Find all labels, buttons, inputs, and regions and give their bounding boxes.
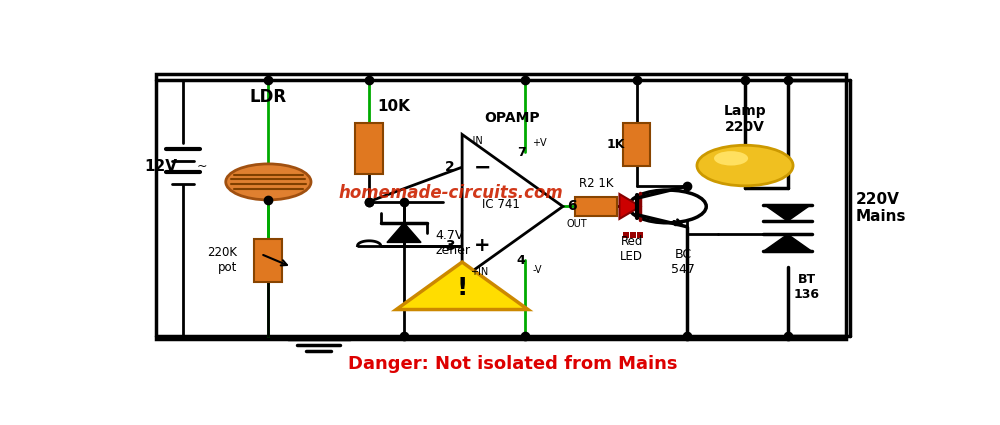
Text: R2 1K: R2 1K bbox=[579, 177, 613, 190]
Text: -IN: -IN bbox=[470, 136, 484, 146]
Text: OPAMP: OPAMP bbox=[485, 111, 540, 125]
Text: −: − bbox=[474, 157, 491, 177]
Polygon shape bbox=[462, 134, 563, 278]
Text: BC
547: BC 547 bbox=[671, 248, 695, 276]
Text: 2: 2 bbox=[445, 160, 454, 174]
FancyBboxPatch shape bbox=[630, 232, 636, 238]
Text: 1K: 1K bbox=[606, 138, 625, 151]
FancyBboxPatch shape bbox=[637, 232, 643, 238]
Polygon shape bbox=[764, 234, 811, 251]
Polygon shape bbox=[764, 205, 811, 221]
Circle shape bbox=[629, 190, 706, 223]
Text: 220K
pot: 220K pot bbox=[207, 246, 237, 275]
Circle shape bbox=[226, 164, 311, 200]
Text: !: ! bbox=[456, 275, 468, 300]
Text: LDR: LDR bbox=[250, 88, 287, 106]
Text: 4: 4 bbox=[517, 254, 526, 267]
Text: 10K: 10K bbox=[377, 99, 410, 114]
FancyBboxPatch shape bbox=[254, 239, 282, 282]
Text: BT
136: BT 136 bbox=[794, 272, 820, 300]
Polygon shape bbox=[619, 194, 640, 219]
FancyBboxPatch shape bbox=[623, 123, 650, 166]
Circle shape bbox=[714, 151, 748, 166]
Text: IC 741: IC 741 bbox=[482, 198, 520, 211]
FancyBboxPatch shape bbox=[156, 74, 846, 339]
Text: 4.7V
zener: 4.7V zener bbox=[435, 230, 470, 258]
FancyBboxPatch shape bbox=[623, 232, 629, 238]
FancyBboxPatch shape bbox=[355, 123, 383, 174]
Text: 220V
Mains: 220V Mains bbox=[856, 192, 906, 224]
Circle shape bbox=[697, 145, 793, 186]
Text: +: + bbox=[474, 236, 490, 255]
Text: ~: ~ bbox=[197, 160, 208, 173]
Polygon shape bbox=[396, 262, 528, 309]
Text: 3: 3 bbox=[445, 239, 454, 253]
Text: Red
LED: Red LED bbox=[620, 235, 643, 263]
Text: -V: -V bbox=[532, 265, 542, 275]
Text: 6: 6 bbox=[567, 199, 576, 213]
Text: OUT: OUT bbox=[567, 219, 587, 230]
Text: homemade-circuits.com: homemade-circuits.com bbox=[338, 184, 563, 202]
Text: 12V: 12V bbox=[144, 159, 177, 174]
FancyBboxPatch shape bbox=[574, 197, 617, 215]
Text: +V: +V bbox=[532, 138, 547, 147]
Text: +IN: +IN bbox=[470, 267, 488, 277]
Text: Danger: Not isolated from Mains: Danger: Not isolated from Mains bbox=[348, 354, 677, 373]
Text: Lamp
220V: Lamp 220V bbox=[724, 104, 766, 134]
Text: 7: 7 bbox=[517, 146, 526, 159]
Polygon shape bbox=[387, 223, 421, 242]
